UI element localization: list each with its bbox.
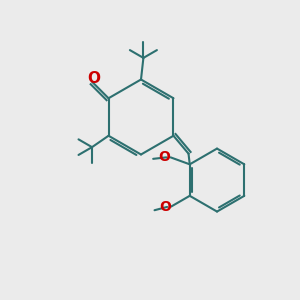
Text: O: O — [158, 150, 170, 164]
Text: O: O — [159, 200, 171, 214]
Text: O: O — [88, 71, 100, 86]
